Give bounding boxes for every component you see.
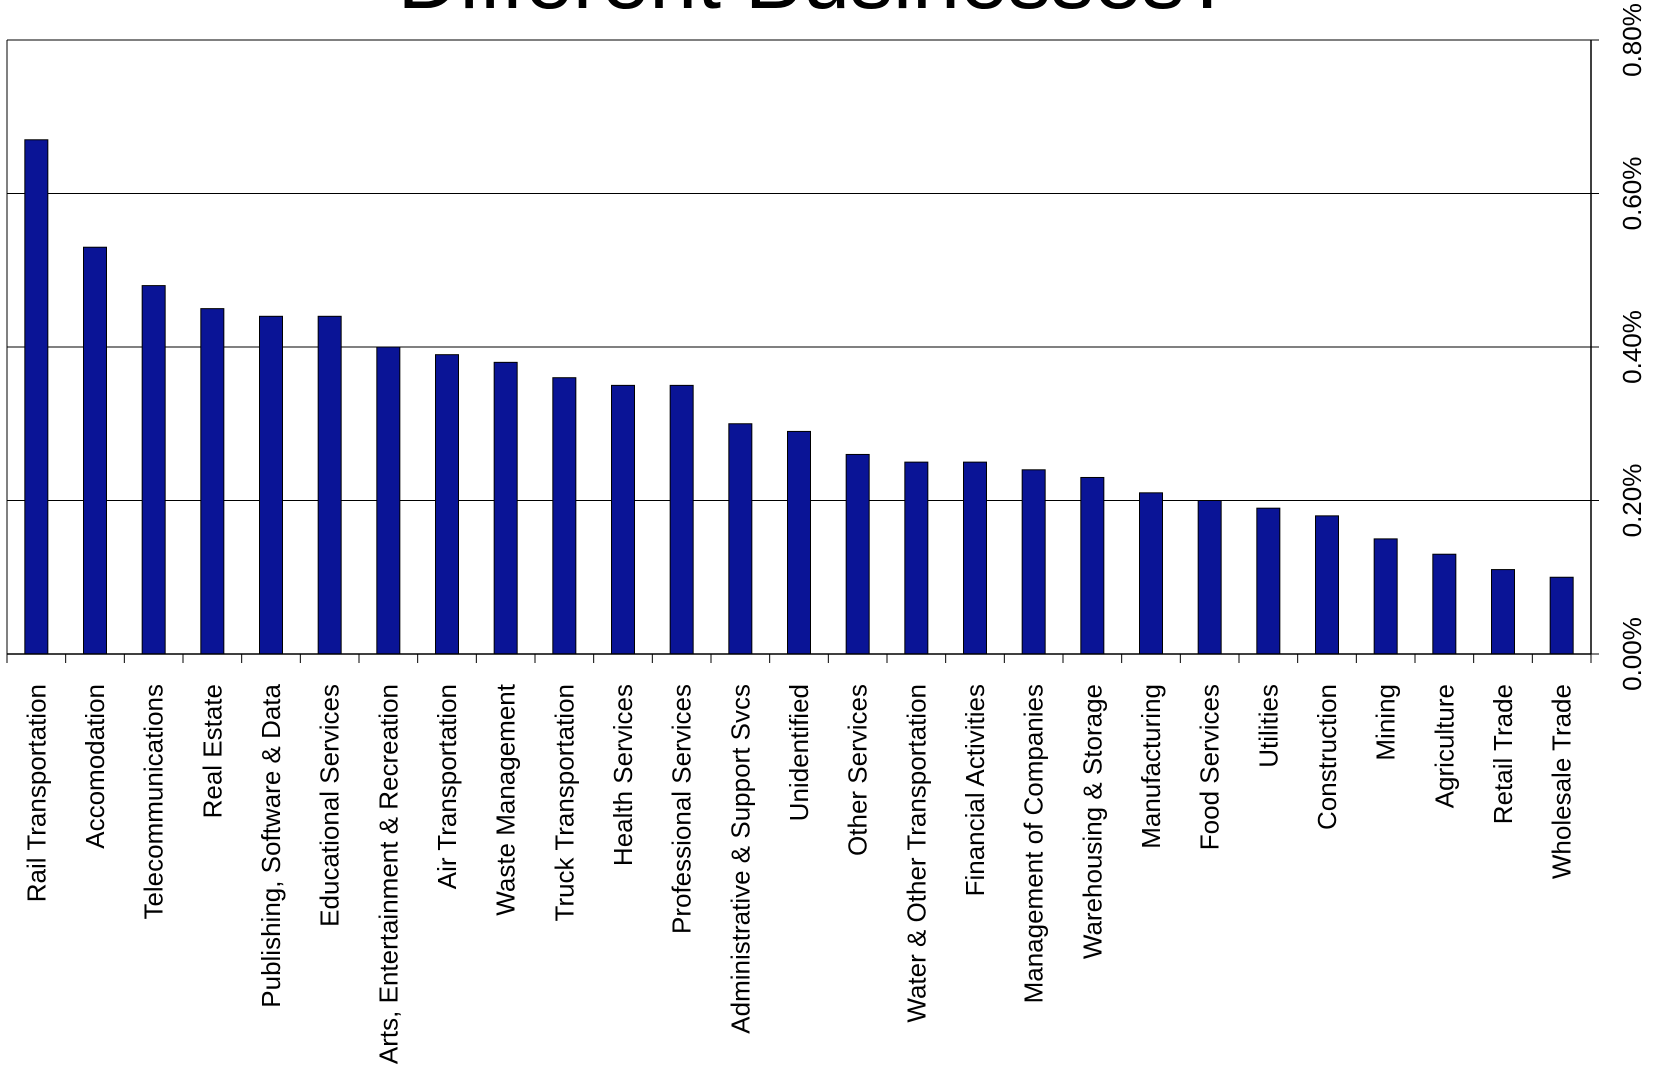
bar [963, 461, 987, 655]
x-axis-tick-label: Professional Services [667, 684, 697, 934]
x-axis-tick-label: Arts, Entertainment & Recreation [373, 684, 403, 1064]
bar [259, 315, 283, 655]
x-axis-tick-label: Construction [1312, 684, 1342, 830]
bar [904, 461, 929, 655]
x-axis-tick-label: Air Transportation [432, 684, 462, 889]
x-axis-tick-label: Unidentified [784, 684, 814, 821]
x-axis-tick-label: Agriculture [1429, 684, 1459, 808]
y-axis-tick-label: 0.60% [1617, 157, 1647, 231]
y-axis-tick-label: 0.80% [1617, 3, 1647, 77]
x-axis-tick-label: Financial Activities [960, 684, 990, 896]
bar [200, 308, 225, 655]
y-axis-tick-label: 0.00% [1617, 617, 1647, 691]
bar [1256, 507, 1281, 655]
bar [317, 315, 342, 655]
x-axis-tick-label: Publishing, Software & Data [256, 683, 286, 1007]
x-axis-tick-label: Administrative & Support Svcs [725, 684, 755, 1034]
bar [1491, 569, 1515, 655]
bar [787, 430, 811, 655]
x-axis-tick-label: Water & Other Transportation [901, 684, 931, 1023]
bar [728, 423, 753, 655]
y-axis-tick-label: 0.20% [1617, 464, 1647, 538]
bar [493, 361, 518, 655]
x-axis-tick-label: Truck Transportation [549, 684, 579, 921]
x-axis-tick-label: Retail Trade [1488, 684, 1518, 824]
bar [1315, 515, 1339, 655]
y-axis-tick-labels: 0.00% 0.20% 0.40% 0.60% 0.80% [1617, 3, 1647, 691]
x-axis-tick-label: Management of Companies [1019, 684, 1049, 1003]
bar [611, 384, 635, 655]
bar [1197, 500, 1222, 655]
bar [376, 346, 401, 655]
x-axis-tick-label: Telecommunications [139, 684, 169, 920]
x-axis-tick-label: Manufacturing [1136, 684, 1166, 849]
x-axis-tick-label: Waste Management [491, 683, 521, 915]
bars [24, 139, 1574, 655]
x-axis-tick-label: Food Services [1195, 684, 1225, 850]
axes [6, 39, 1599, 663]
x-axis-tick-label: Utilities [1253, 684, 1283, 768]
bar [1549, 576, 1574, 655]
bar [669, 384, 694, 655]
bar [1080, 476, 1105, 655]
bar [24, 139, 49, 655]
x-axis-tick-label: Warehousing & Storage [1077, 684, 1107, 959]
bar [435, 354, 459, 655]
bar [845, 453, 870, 655]
bar [83, 246, 107, 655]
x-axis-tick-label: Mining [1371, 684, 1401, 761]
bar [1021, 469, 1046, 655]
chart-title: Different Businesses? [398, 0, 1233, 27]
bar [1139, 492, 1163, 655]
x-axis-tick-label: Health Services [608, 684, 638, 866]
x-axis-tick-label: Other Services [843, 684, 873, 856]
x-axis-tick-labels: Rail Transportation Accomodation Telecommu… [21, 683, 1576, 1064]
bar [1373, 538, 1398, 655]
bar [1432, 553, 1457, 655]
x-axis-tick-label: Real Estate [197, 684, 227, 818]
x-axis-tick-label: Rail Transportation [21, 684, 51, 902]
bar [552, 377, 577, 655]
x-axis-tick-label: Wholesale Trade [1547, 684, 1577, 879]
x-axis-tick-label: Educational Services [315, 684, 345, 927]
y-axis-tick-label: 0.40% [1617, 310, 1647, 384]
x-axis-tick-label: Accomodation [80, 684, 110, 849]
bar [141, 285, 166, 655]
title-layer: Different Businesses? [398, 0, 1233, 27]
